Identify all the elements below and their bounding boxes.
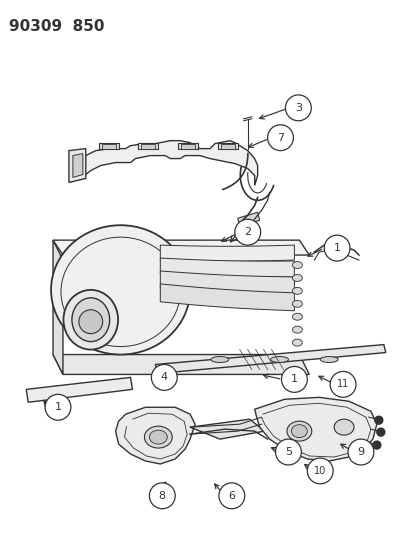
Polygon shape	[155, 345, 385, 374]
Ellipse shape	[333, 419, 353, 435]
Circle shape	[376, 428, 384, 436]
Ellipse shape	[292, 274, 301, 281]
Ellipse shape	[270, 357, 288, 362]
Ellipse shape	[320, 357, 337, 362]
Text: 1: 1	[333, 243, 340, 253]
Circle shape	[281, 367, 306, 392]
Polygon shape	[115, 407, 195, 464]
Circle shape	[374, 416, 382, 424]
Polygon shape	[160, 245, 294, 261]
Text: 10: 10	[313, 466, 325, 476]
Polygon shape	[254, 397, 376, 461]
Polygon shape	[178, 143, 197, 149]
Circle shape	[323, 235, 349, 261]
Text: 1: 1	[290, 374, 297, 384]
Text: 4: 4	[160, 373, 167, 382]
Ellipse shape	[144, 426, 172, 448]
FancyArrowPatch shape	[222, 154, 247, 190]
Circle shape	[285, 95, 311, 121]
Circle shape	[347, 439, 373, 465]
Circle shape	[306, 458, 332, 484]
Circle shape	[330, 372, 355, 397]
Ellipse shape	[292, 300, 301, 308]
Ellipse shape	[292, 287, 301, 294]
Ellipse shape	[292, 326, 301, 333]
Polygon shape	[26, 377, 132, 402]
Polygon shape	[141, 144, 155, 149]
Ellipse shape	[211, 357, 228, 362]
Polygon shape	[160, 258, 294, 277]
Text: 9: 9	[356, 447, 363, 457]
Text: 90309  850: 90309 850	[9, 19, 104, 34]
Ellipse shape	[292, 339, 301, 346]
Polygon shape	[138, 143, 158, 149]
Ellipse shape	[292, 262, 301, 269]
Ellipse shape	[72, 298, 109, 342]
Polygon shape	[53, 240, 309, 255]
Ellipse shape	[286, 421, 311, 441]
Polygon shape	[221, 144, 234, 149]
Text: 1: 1	[55, 402, 62, 412]
Polygon shape	[190, 419, 264, 439]
Text: 5: 5	[284, 447, 291, 457]
Polygon shape	[160, 271, 294, 294]
Ellipse shape	[149, 430, 167, 444]
Circle shape	[234, 219, 260, 245]
Ellipse shape	[63, 290, 118, 350]
Polygon shape	[73, 154, 83, 177]
Polygon shape	[69, 149, 85, 182]
Circle shape	[218, 483, 244, 508]
Circle shape	[275, 439, 301, 465]
Text: 3: 3	[294, 103, 301, 113]
Polygon shape	[53, 354, 309, 375]
Circle shape	[372, 441, 380, 449]
Text: 7: 7	[276, 133, 283, 143]
Polygon shape	[98, 143, 118, 149]
Circle shape	[149, 483, 175, 508]
Polygon shape	[53, 240, 63, 375]
Ellipse shape	[51, 225, 190, 354]
Circle shape	[78, 310, 102, 334]
Polygon shape	[160, 284, 294, 311]
Polygon shape	[217, 143, 237, 149]
Text: 8: 8	[158, 491, 166, 501]
Text: 6: 6	[228, 491, 235, 501]
Text: 11: 11	[336, 379, 348, 390]
Circle shape	[151, 365, 177, 390]
Text: 2: 2	[244, 227, 251, 237]
Polygon shape	[81, 141, 257, 185]
Ellipse shape	[291, 425, 306, 438]
Polygon shape	[102, 144, 115, 149]
Polygon shape	[181, 144, 195, 149]
Polygon shape	[237, 212, 259, 226]
Circle shape	[267, 125, 293, 151]
Ellipse shape	[292, 313, 301, 320]
Circle shape	[45, 394, 71, 420]
